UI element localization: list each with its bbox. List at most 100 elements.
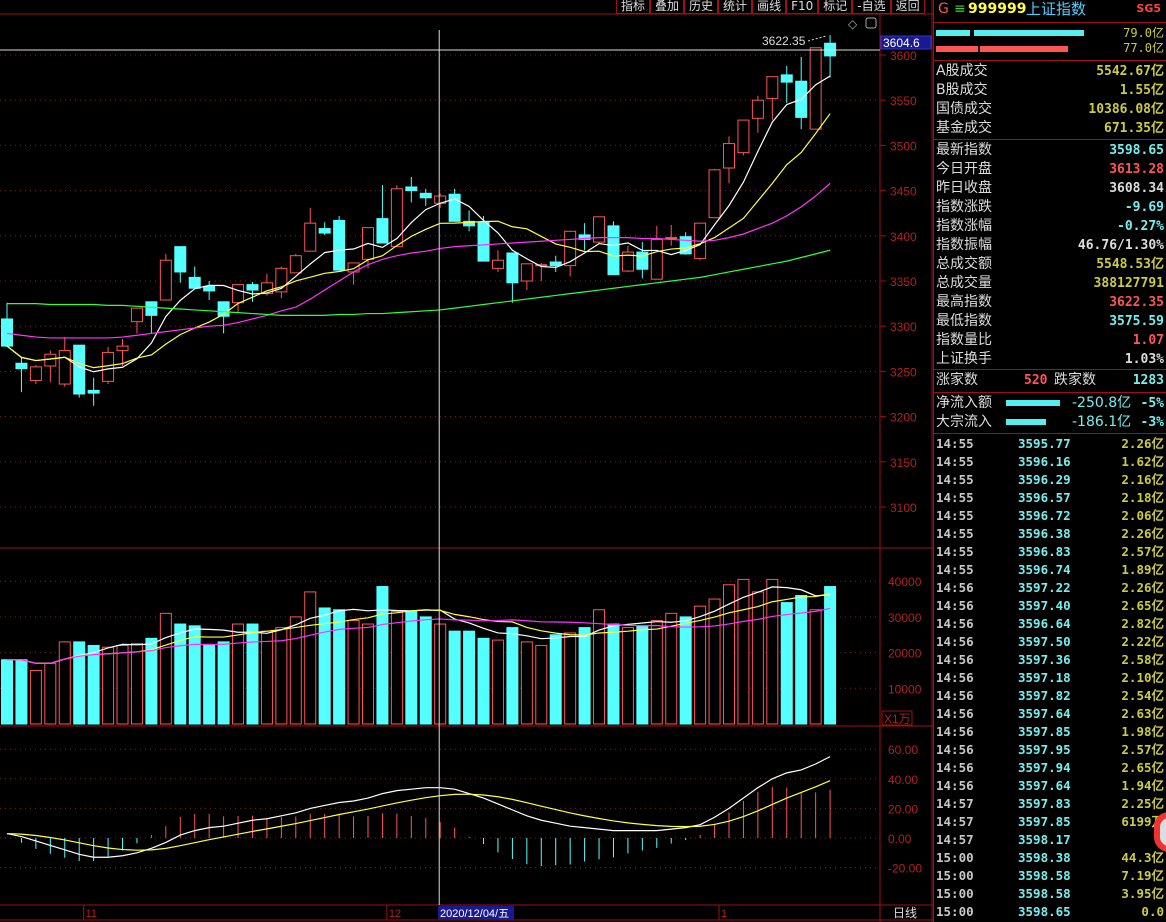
tick-time: 15:00 <box>936 886 974 901</box>
candle <box>73 344 86 395</box>
tick-time: 14:57 <box>936 832 974 847</box>
kline-chart[interactable]: 3100 3150 3200 3250 3300 3350 3400 3450 3500 3550… <box>0 0 933 922</box>
stat-label: 指数涨跌 <box>936 199 992 215</box>
volume-bar <box>29 669 42 725</box>
tick-price: 3597.22 <box>1018 580 1071 595</box>
net-inflow-bar <box>1006 400 1060 406</box>
stat-label: 今日开盘 <box>936 161 992 177</box>
tick-price: 3597.83 <box>1018 796 1071 811</box>
price-tick-label: 3300 <box>890 320 917 334</box>
turnover-value: 671.35亿 <box>1104 121 1164 136</box>
candle <box>159 259 172 301</box>
stat-row: 最低指数 3575.59 <box>936 312 1166 331</box>
period-label[interactable]: 日线 <box>893 906 917 920</box>
menu-mark[interactable]: 标记 <box>818 0 853 14</box>
tick-price: 3597.18 <box>1018 670 1071 685</box>
down-count-label: 跌家数 <box>1054 372 1096 388</box>
tick-price: 3596.83 <box>1018 544 1071 559</box>
menu-icon[interactable]: ≡ <box>954 1 966 17</box>
menu-statistics[interactable]: 统计 <box>718 0 753 14</box>
volume-bar <box>723 584 735 725</box>
candle <box>58 350 71 385</box>
volume-bar <box>549 634 562 725</box>
tick-row: 14:56 3596.64 2.82亿 <box>936 615 1166 633</box>
menu-overlay[interactable]: 叠加 <box>650 0 685 14</box>
candle <box>708 169 721 219</box>
candle <box>665 237 678 240</box>
stat-value: 5548.53亿 <box>1096 257 1164 272</box>
volume-bar <box>506 627 519 725</box>
tick-price: 3598.17 <box>1018 832 1071 847</box>
cursor-date-box <box>438 906 514 920</box>
turnover-label: 国债成交 <box>936 101 992 117</box>
volume-tick-label: 10000 <box>888 682 922 696</box>
block-inflow-bar <box>1006 419 1046 425</box>
price-cursor-box <box>880 35 932 50</box>
signal-tag[interactable]: SG5 <box>1136 2 1161 15</box>
tick-time: 14:56 <box>936 616 974 631</box>
tick-price: 3596.38 <box>1018 526 1071 541</box>
tick-time: 14:55 <box>936 436 974 451</box>
macd-tick-label: 20.00 <box>888 802 918 816</box>
block-inflow-label: 大宗流入 <box>936 414 992 430</box>
tick-price: 3597.82 <box>1018 688 1071 703</box>
menu-back[interactable]: 返回 <box>890 0 925 14</box>
volume-bar <box>145 637 158 725</box>
volume-bar <box>289 616 302 725</box>
down-count: 1283 <box>1132 373 1164 388</box>
tick-amount: 0.0 <box>1141 904 1164 919</box>
tick-amount: 2.25亿 <box>1121 796 1164 811</box>
quote-panel: G ≡ 999999 上证指数 SG5 79.0亿 77.0亿 A股成交 5542… <box>933 0 1166 922</box>
tick-row: 14:56 3597.95 2.57亿 <box>936 741 1166 759</box>
tick-time: 15:00 <box>936 868 974 883</box>
candle <box>491 259 504 269</box>
month-label: 1 <box>721 908 727 920</box>
ma60-line <box>7 249 831 316</box>
menu-draw[interactable]: 画线 <box>752 0 787 14</box>
tick-time: 14:55 <box>936 490 974 505</box>
tick-row: 14:56 3597.64 2.63亿 <box>936 705 1166 723</box>
stat-label: 指数振幅 <box>936 237 992 253</box>
menu-indicator[interactable]: 指标 <box>616 0 651 14</box>
tick-price: 3596.29 <box>1018 472 1071 487</box>
tick-price: 3596.64 <box>1018 616 1071 631</box>
candle <box>333 219 346 271</box>
tick-price: 3598.58 <box>1018 886 1071 901</box>
volume-bar <box>434 623 447 725</box>
candle <box>636 251 649 270</box>
tick-amount: 2.22亿 <box>1121 634 1164 649</box>
stat-label: 指数量比 <box>936 332 992 348</box>
tick-amount: 2.26亿 <box>1121 580 1164 595</box>
tick-time: 15:00 <box>936 850 974 865</box>
tick-amount: 2.16亿 <box>1121 472 1164 487</box>
menu-history[interactable]: 历史 <box>684 0 719 14</box>
volume-tick-label: 40000 <box>888 575 922 589</box>
volume-bar <box>15 659 28 725</box>
float-button-icon[interactable] <box>1154 812 1166 852</box>
candle <box>217 301 230 317</box>
candle <box>116 345 129 352</box>
menu-watchlist[interactable]: -自选 <box>852 0 891 14</box>
tick-time: 14:56 <box>936 598 974 613</box>
stat-value: -9.69 <box>1124 200 1164 215</box>
tick-row: 14:56 3597.40 2.65亿 <box>936 597 1166 615</box>
top-menu: 指标 叠加 历史 统计 画线 F10 标记 -自选 返回 <box>616 0 925 14</box>
tick-price: 3596.16 <box>1018 454 1071 469</box>
tick-price: 3597.40 <box>1018 598 1071 613</box>
candle <box>102 351 115 382</box>
stock-code: 999999 <box>968 1 1027 17</box>
volume-tick-label: 20000 <box>888 647 922 661</box>
menu-f10[interactable]: F10 <box>786 0 819 14</box>
price-tick-label: 3350 <box>890 275 917 289</box>
tick-row: 14:55 3596.74 1.89亿 <box>936 561 1166 579</box>
volume-bar <box>780 602 793 725</box>
volume-bar <box>607 623 620 725</box>
tick-amount: 2.58亿 <box>1121 652 1164 667</box>
tick-time: 14:56 <box>936 778 974 793</box>
tick-time: 14:55 <box>936 454 974 469</box>
stat-label: 最高指数 <box>936 294 992 310</box>
price-tick-label: 3200 <box>890 411 917 425</box>
tick-row: 14:55 3596.29 2.16亿 <box>936 471 1166 489</box>
candle <box>578 234 591 240</box>
